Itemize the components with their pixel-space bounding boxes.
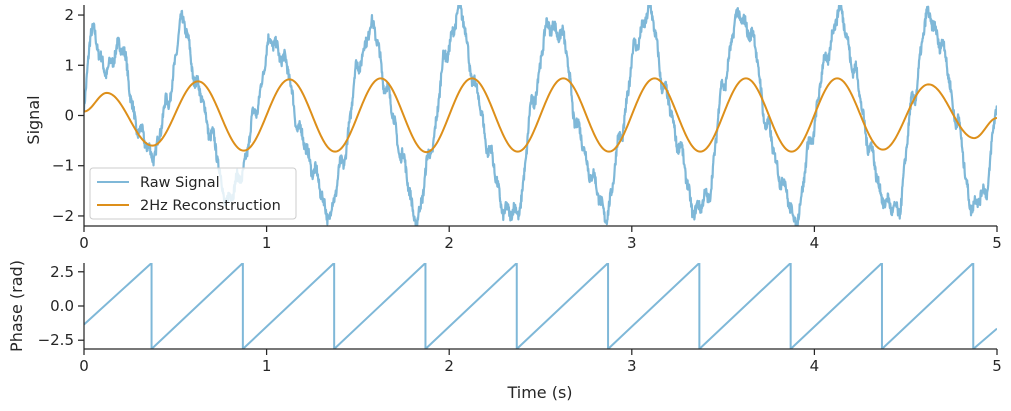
phase-x-tick-label: 3 — [627, 357, 637, 375]
signal-subplot: 0 1 2 3 4 5 −2 −1 0 1 2 Signal Raw Signal 2Hz Reco… — [24, 5, 1002, 252]
signal-y-tick-label: 0 — [64, 107, 74, 125]
phase-y-axis-label: Phase (rad) — [7, 260, 26, 352]
signal-x-tick-label: 1 — [262, 234, 272, 252]
signal-y-axis-label: Signal — [24, 95, 43, 144]
signal-x-tick-label: 3 — [627, 234, 637, 252]
phase-y-tick-label: 0.0 — [50, 297, 74, 315]
signal-y-tick-label: −2 — [52, 207, 74, 225]
phase-x-tick-label: 4 — [810, 357, 820, 375]
signal-y-tick-label: 2 — [64, 6, 74, 24]
signal-x-tick-label: 2 — [444, 234, 454, 252]
signal-y-tick-label: −1 — [52, 157, 74, 175]
signal-x-tick-label: 0 — [79, 234, 89, 252]
phase-line — [84, 263, 997, 349]
phase-x-tick-label: 5 — [992, 357, 1002, 375]
phase-y-tick-label: −2.5 — [38, 331, 74, 349]
phase-x-tick-label: 1 — [262, 357, 272, 375]
phase-x-tick-label: 2 — [444, 357, 454, 375]
phase-subplot: 0 1 2 3 4 5 −2.5 0.0 2.5 Phase (rad) Time (s) — [7, 260, 1002, 402]
reconstruction-2hz-line — [84, 77, 997, 154]
legend-box — [89, 167, 297, 220]
phase-series-group — [84, 263, 997, 349]
signal-x-tick-label: 4 — [810, 234, 820, 252]
phase-x-axis-label: Time (s) — [506, 383, 572, 402]
signal-axes: 0 1 2 3 4 5 −2 −1 0 1 2 — [52, 5, 1002, 252]
legend-label-2hz-reconstruction: 2Hz Reconstruction — [140, 198, 281, 214]
phase-x-tick-label: 0 — [79, 357, 89, 375]
legend: Raw Signal 2Hz Reconstruction — [89, 167, 297, 220]
legend-label-raw-signal: Raw Signal — [140, 175, 220, 191]
phase-y-tick-label: 2.5 — [50, 263, 74, 281]
signal-x-tick-label: 5 — [992, 234, 1002, 252]
phase-axes: 0 1 2 3 4 5 −2.5 0.0 2.5 — [38, 263, 1002, 375]
signal-y-tick-label: 1 — [64, 56, 74, 74]
